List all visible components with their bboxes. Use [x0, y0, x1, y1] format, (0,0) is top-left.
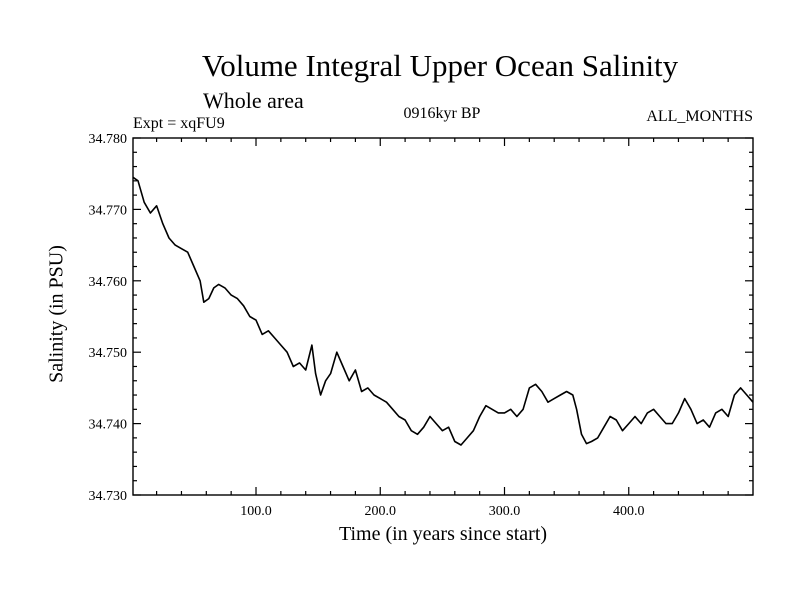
y-tick-label: 34.770 [89, 203, 128, 218]
x-axis-label: Time (in years since start) [338, 523, 548, 545]
y-tick-label: 34.750 [89, 346, 128, 361]
x-tick-label: 400.0 [613, 504, 645, 519]
y-tick-label: 34.740 [89, 418, 128, 433]
series-line-salinity [132, 176, 754, 446]
chart-title: Volume Integral Upper Ocean Salinity [201, 48, 679, 83]
y-tick-label: 34.780 [89, 132, 128, 147]
y-tick-label: 34.760 [89, 275, 128, 290]
period-label: 0916kyr BP [403, 105, 481, 122]
x-tick-label: 300.0 [489, 504, 521, 519]
chart-subtitle: Whole area [203, 88, 304, 113]
months-label: ALL_MONTHS [646, 108, 753, 125]
y-tick-label: 34.730 [89, 489, 128, 504]
plot-frame [132, 137, 754, 496]
x-tick-label: 200.0 [365, 504, 397, 519]
experiment-label: Expt = xqFU9 [133, 115, 225, 132]
y-axis-label: Salinity (in PSU) [45, 245, 68, 383]
x-tick-label: 100.0 [240, 504, 272, 519]
